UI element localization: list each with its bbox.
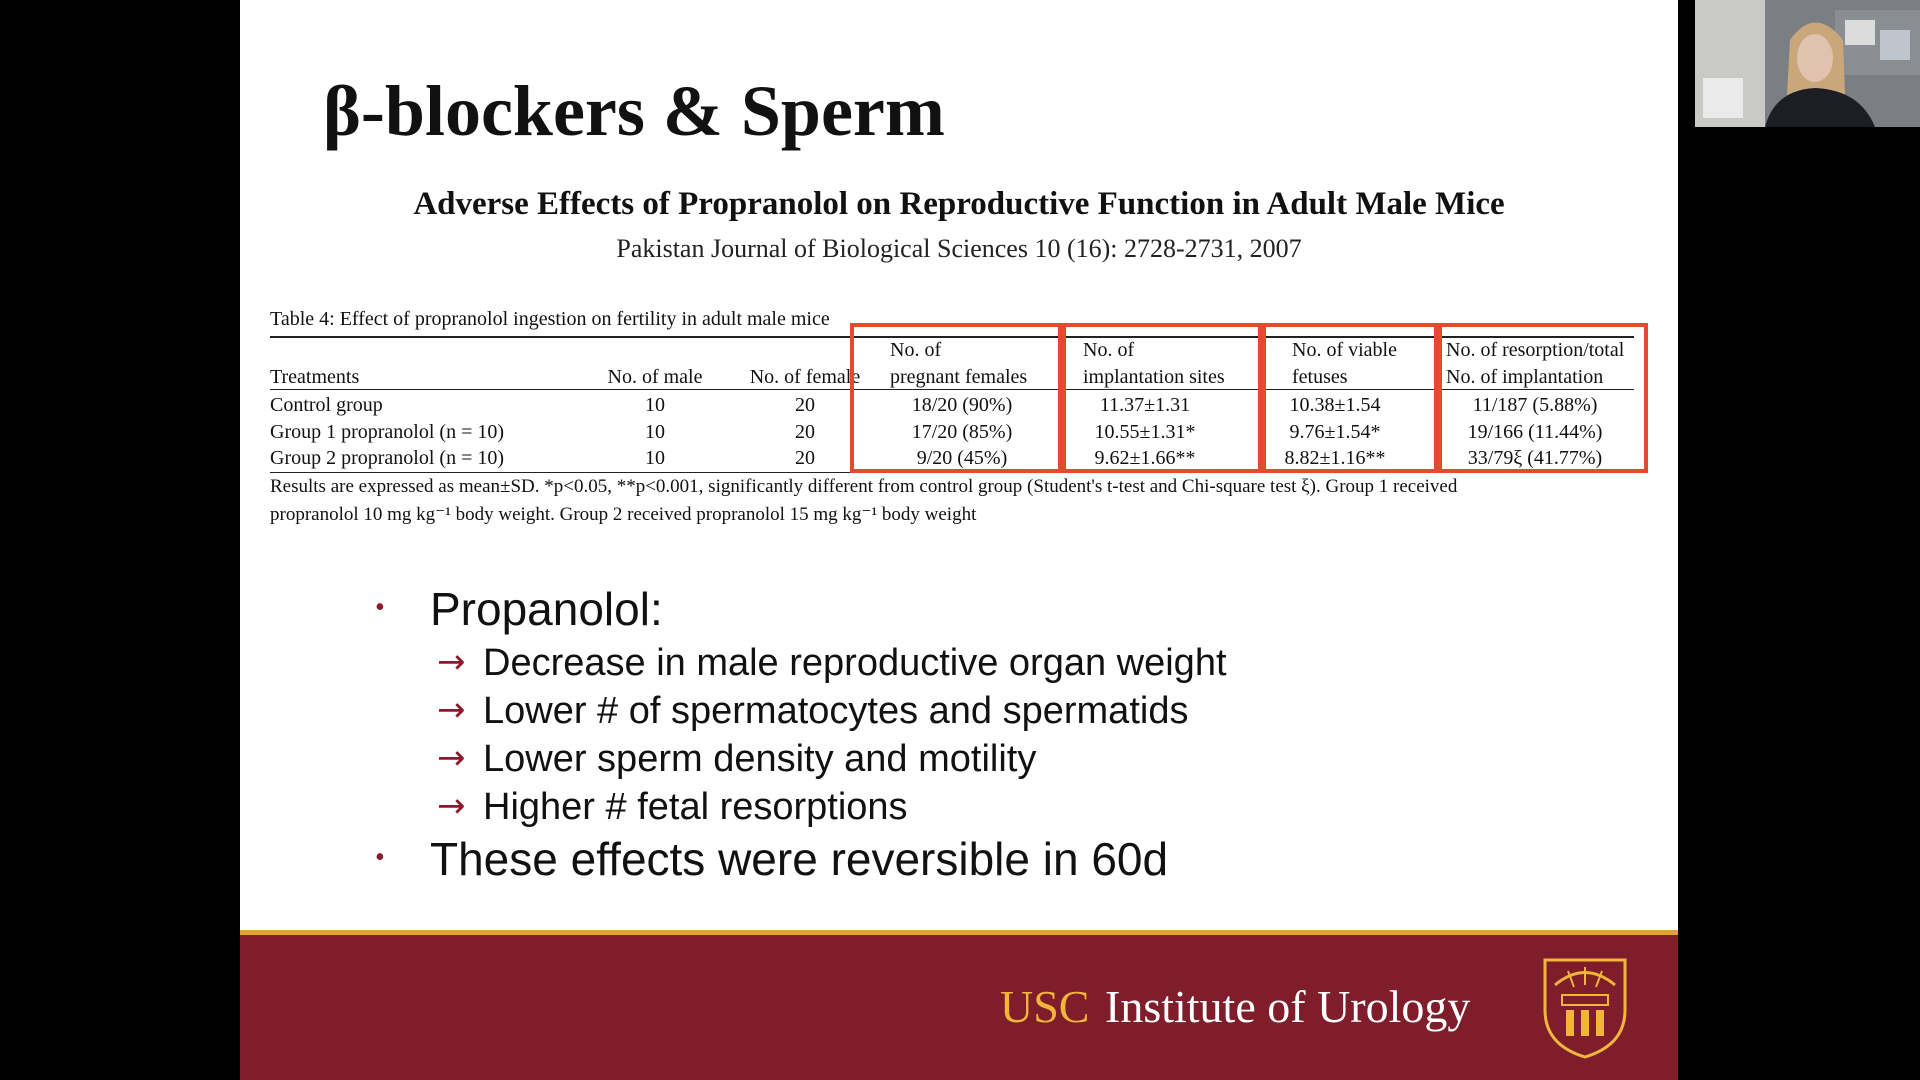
usc-seal-icon <box>1543 958 1627 1059</box>
table-footnote-line2: propranolol 10 mg kg⁻¹ body weight. Grou… <box>270 504 977 525</box>
highlight-box-implantation <box>1062 323 1262 473</box>
sub-bullet-text: Lower # of spermatocytes and spermatids <box>483 690 1189 732</box>
table-row-pregnant: 9/20 (45%) <box>916 447 1008 469</box>
arrow-icon: → <box>437 786 466 826</box>
table-row-resorption: 19/166 (11.44%) <box>1467 421 1603 443</box>
arrow-icon: → <box>437 738 466 778</box>
bullet-icon: • <box>375 592 385 623</box>
table-row-viable: 8.82±1.16** <box>1284 447 1386 469</box>
table-row-female: 20 <box>795 447 815 469</box>
table-footnote-line1: Results are expressed as mean±SD. *p<0.0… <box>270 476 1458 497</box>
paper-title: Adverse Effects of Propranolol on Reprod… <box>413 186 1505 222</box>
bullet-icon: • <box>375 842 385 873</box>
table-row-male: 10 <box>645 394 665 416</box>
footer-divider <box>240 930 1678 935</box>
table-row-implantation: 10.55±1.31* <box>1094 421 1196 443</box>
header-no-female: No. of female <box>749 366 861 388</box>
header-implantation-line1: No. of <box>1083 339 1135 361</box>
highlight-box-viable <box>1262 323 1438 473</box>
table-row-pregnant: 17/20 (85%) <box>911 421 1013 443</box>
footer-usc-label: USC <box>1000 981 1090 1032</box>
webcam-video-scene <box>1695 0 1920 127</box>
arrow-icon: → <box>437 642 466 682</box>
header-implantation-line2: implantation sites <box>1083 366 1225 388</box>
header-resorption-line2: No. of implantation <box>1446 366 1604 388</box>
highlight-box-pregnant <box>850 323 1062 473</box>
webcam-video-thumbnail[interactable] <box>1695 0 1920 127</box>
sub-bullet-text: Lower sperm density and motility <box>483 738 1037 780</box>
table-row-implantation: 9.62±1.66** <box>1094 447 1196 469</box>
header-resorption-line1: No. of resorption/total <box>1446 339 1625 361</box>
table-row-implantation: 11.37±1.31 <box>1099 394 1191 416</box>
header-viable-line2: fetuses <box>1292 366 1348 388</box>
table-row-viable: 9.76±1.54* <box>1289 421 1381 443</box>
header-pregnant-line1: No. of <box>890 339 942 361</box>
header-treatments: Treatments <box>270 366 360 388</box>
header-pregnant-line2: pregnant females <box>890 366 1028 388</box>
table-row-resorption: 33/79ξ (41.77%) <box>1467 447 1603 469</box>
header-no-male: No. of male <box>607 366 703 388</box>
table-caption: Table 4: Effect of propranolol ingestion… <box>270 308 830 330</box>
highlight-box-resorption <box>1438 323 1648 473</box>
bullet-propanolol: Propanolol: <box>430 583 663 635</box>
bullet-reversible: These effects were reversible in 60d <box>430 833 1169 885</box>
presentation-slide: β-blockers & Sperm Adverse Effects of Pr… <box>240 0 1678 1080</box>
sub-bullet-text: Higher # fetal resorptions <box>483 786 908 828</box>
table-row-treatment: Group 1 propranolol (n = 10) <box>270 421 505 443</box>
arrow-icon: → <box>437 690 466 730</box>
table-row-treatment: Group 2 propranolol (n = 10) <box>270 447 505 469</box>
footer-band <box>240 935 1678 1080</box>
table-row-pregnant: 18/20 (90%) <box>911 394 1013 416</box>
table-top-rule <box>270 336 1634 338</box>
paper-citation: Pakistan Journal of Biological Sciences … <box>616 234 1302 263</box>
table-row-treatment: Control group <box>270 394 383 416</box>
sub-bullet-text: Decrease in male reproductive organ weig… <box>483 642 1227 684</box>
header-viable-line1: No. of viable <box>1292 339 1397 361</box>
table-row-female: 20 <box>795 421 815 443</box>
table-row-male: 10 <box>645 447 665 469</box>
table-header-rule <box>270 389 1634 390</box>
table-row-resorption: 11/187 (5.88%) <box>1472 394 1598 416</box>
table-row-female: 20 <box>795 394 815 416</box>
table-row-male: 10 <box>645 421 665 443</box>
footer-institute-label: Institute of Urology <box>1105 981 1471 1032</box>
table-row-viable: 10.38±1.54 <box>1289 394 1381 416</box>
slide-title: β-blockers & Sperm <box>323 71 945 151</box>
